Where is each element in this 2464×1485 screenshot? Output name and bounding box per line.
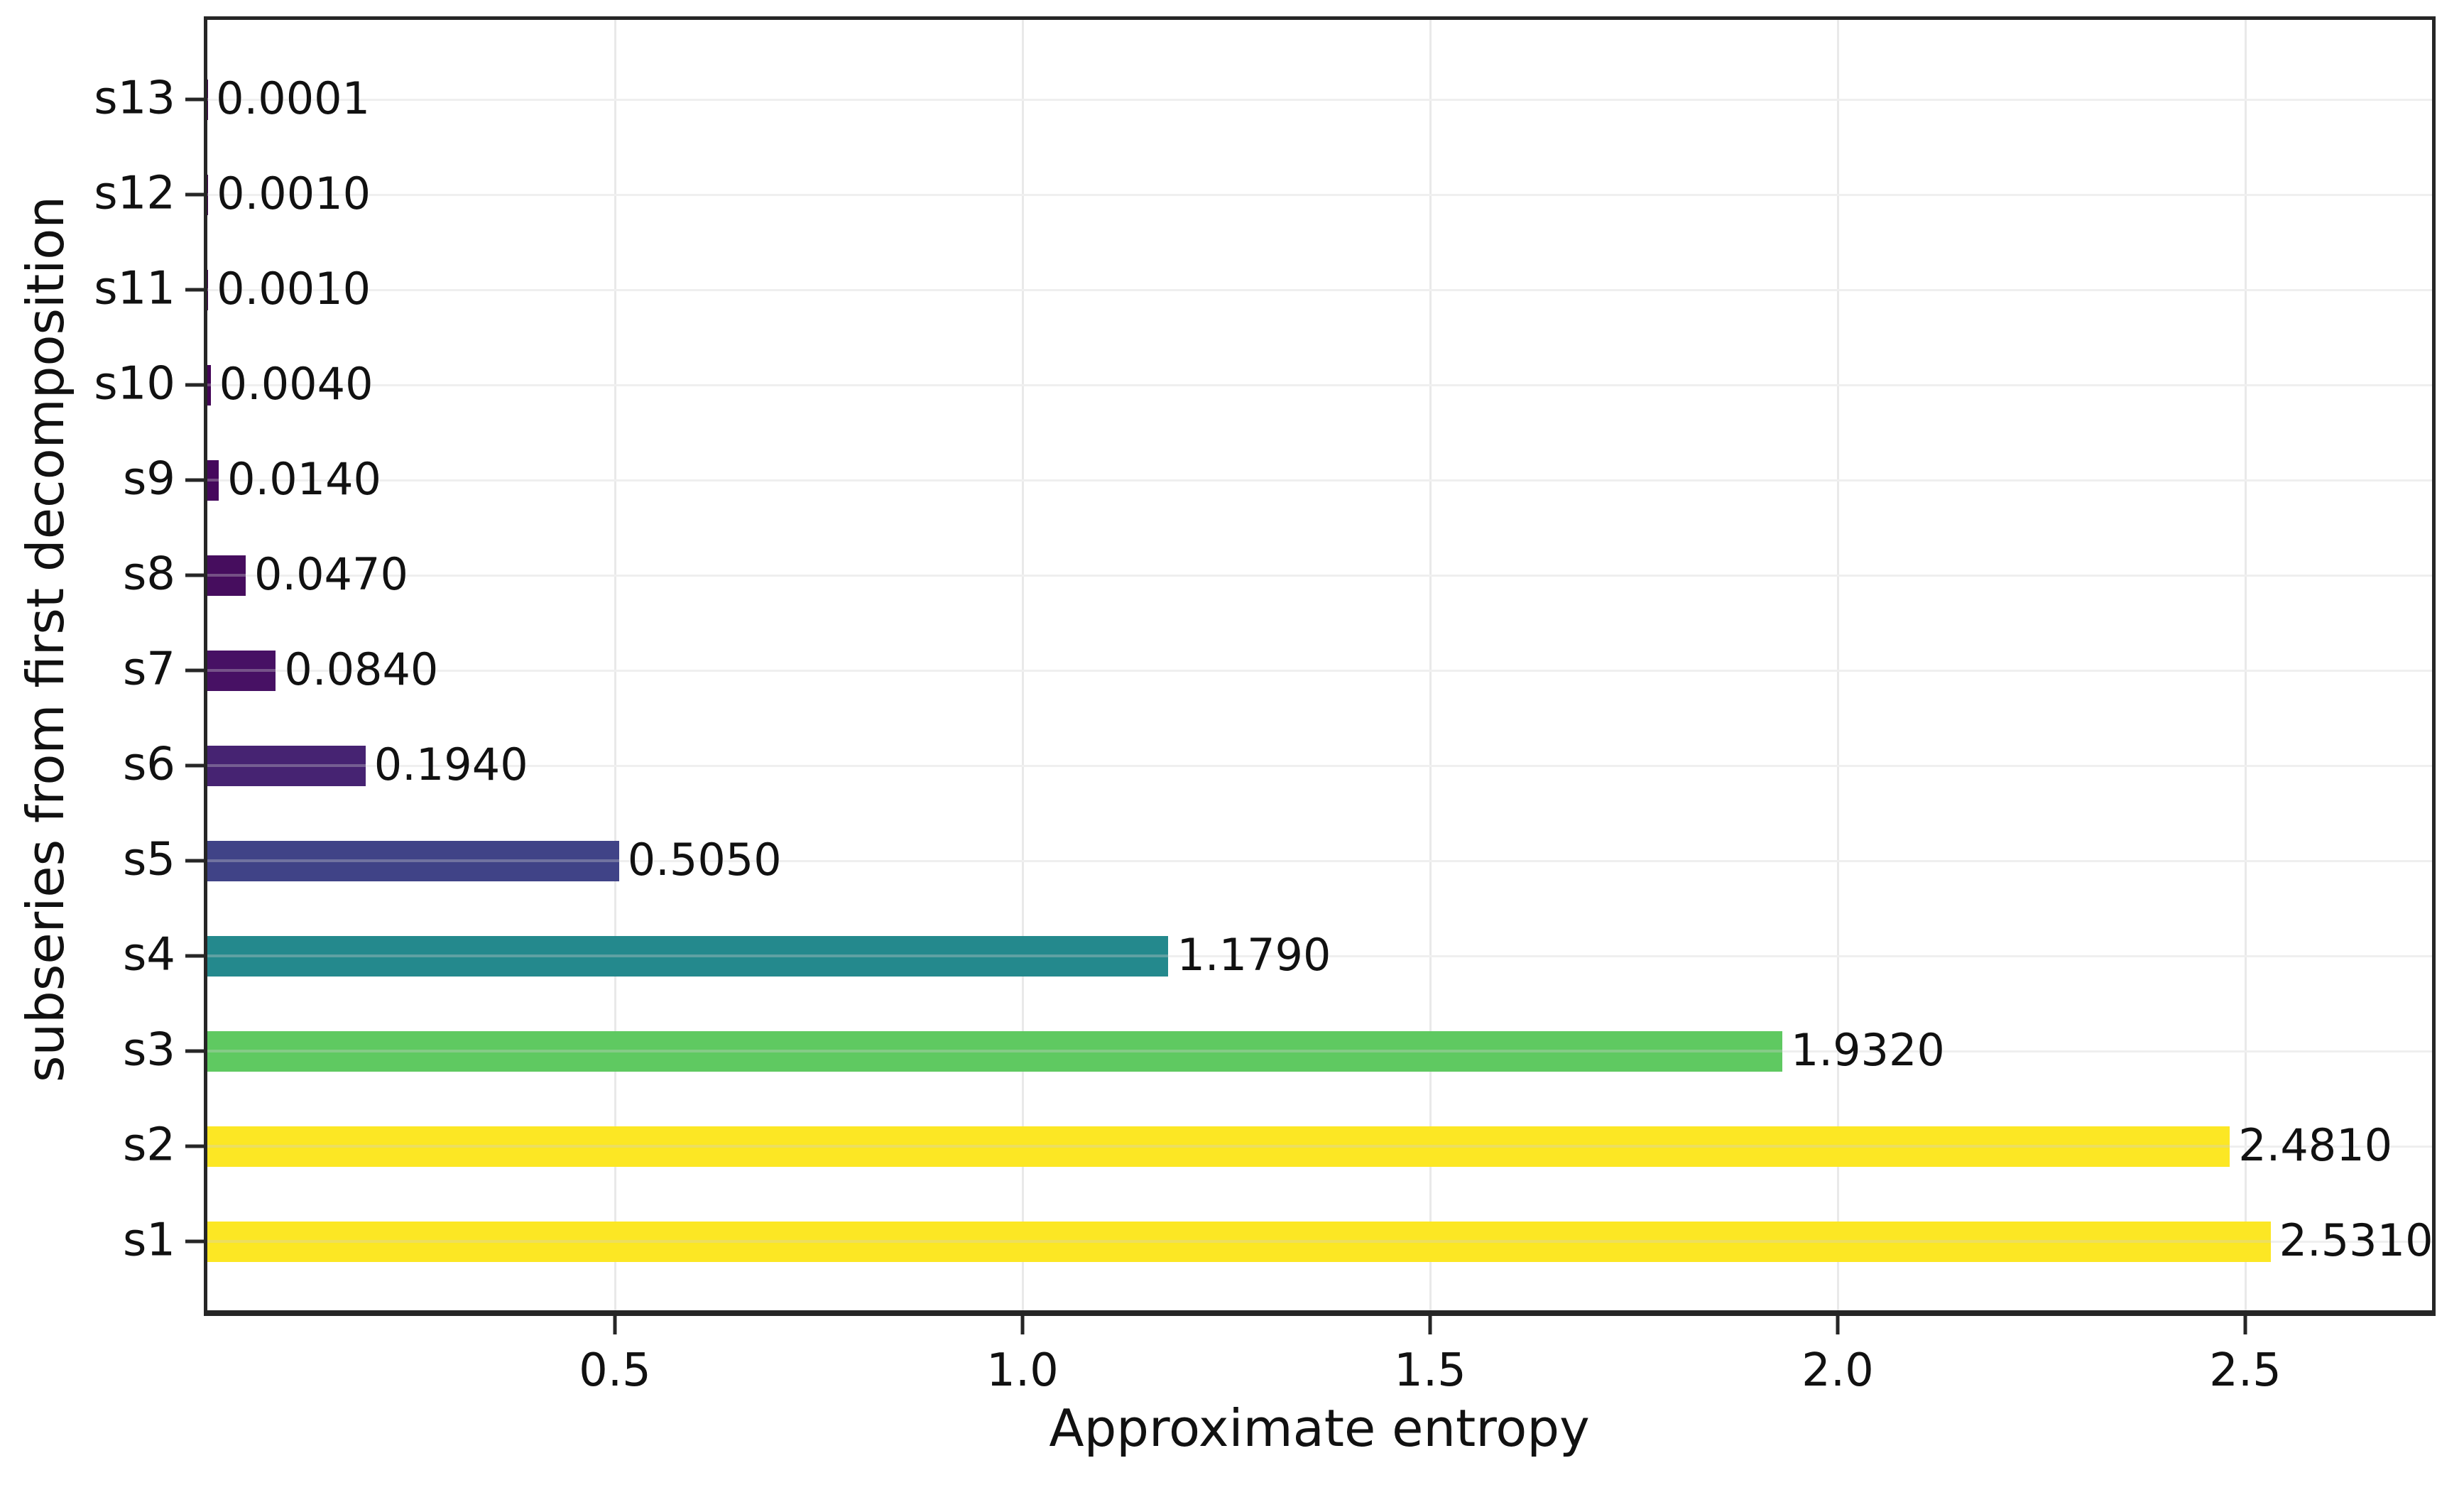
x-gridline <box>1021 20 1024 1310</box>
y-tick-label-s13: s13 <box>94 72 175 125</box>
y-tick-mark <box>185 1144 204 1148</box>
x-gridline <box>614 20 616 1310</box>
y-gridline <box>207 288 2432 291</box>
x-tick-label: 2.0 <box>1801 1344 1874 1397</box>
bar-gridline-overlay <box>207 384 211 386</box>
bar-value-label-s7: 0.0840 <box>284 643 439 695</box>
y-tick-label-s5: s5 <box>122 833 175 886</box>
y-tick-label-s6: s6 <box>122 738 175 791</box>
y-tick-label-s12: s12 <box>94 167 175 220</box>
y-tick-mark <box>185 668 204 673</box>
x-tick-mark <box>1428 1316 1432 1334</box>
y-gridline <box>207 954 2432 957</box>
y-tick-label-s3: s3 <box>122 1023 175 1077</box>
y-tick-label-s9: s9 <box>122 452 175 506</box>
x-gridline <box>2244 20 2247 1310</box>
bar-value-label-s9: 0.0140 <box>227 452 382 505</box>
y-tick-label-s10: s10 <box>94 357 175 410</box>
x-tick-mark <box>1020 1316 1025 1334</box>
x-tick-mark <box>613 1316 617 1334</box>
y-tick-mark <box>185 859 204 863</box>
x-tick-mark <box>1836 1316 1840 1334</box>
y-tick-label-s7: s7 <box>122 643 175 696</box>
bar-s4 <box>207 935 1169 977</box>
x-tick-label: 2.5 <box>2209 1344 2282 1397</box>
y-tick-mark <box>185 954 204 958</box>
x-gridline <box>1836 20 1839 1310</box>
bar-value-label-s4: 1.1790 <box>1177 928 1331 981</box>
y-tick-mark <box>185 1239 204 1244</box>
x-gridline <box>1429 20 1432 1310</box>
bar-value-label-s12: 0.0010 <box>217 167 371 219</box>
y-gridline <box>207 193 2432 196</box>
bar-gridline-overlay <box>207 288 209 291</box>
bar-gridline-overlay <box>207 954 1169 957</box>
x-tick-label: 0.5 <box>579 1344 651 1397</box>
bar-s3 <box>207 1030 1782 1072</box>
bar-s5 <box>207 840 619 881</box>
bar-value-label-s2: 2.4810 <box>2238 1119 2393 1171</box>
bar-gridline-overlay <box>207 1145 2230 1148</box>
bar-s12 <box>207 174 209 215</box>
bar-gridline-overlay <box>207 1240 2271 1243</box>
y-gridline <box>207 98 2432 101</box>
bar-s11 <box>207 269 209 310</box>
y-tick-mark <box>185 192 204 197</box>
x-tick-label: 1.0 <box>986 1344 1059 1397</box>
x-tick-mark <box>2243 1316 2247 1334</box>
y-gridline <box>207 764 2432 767</box>
y-tick-mark <box>185 478 204 482</box>
y-gridline <box>207 669 2432 672</box>
bar-gridline-overlay <box>207 764 366 767</box>
y-tick-label-s4: s4 <box>122 928 175 981</box>
y-gridline <box>207 859 2432 862</box>
y-tick-label-s8: s8 <box>122 548 175 601</box>
bar-value-label-s1: 2.5310 <box>2279 1214 2433 1266</box>
bar-s1 <box>207 1221 2271 1262</box>
y-tick-label-s1: s1 <box>122 1214 175 1267</box>
bar-value-label-s11: 0.0010 <box>217 262 371 315</box>
bar-gridline-overlay <box>207 574 246 577</box>
bar-s9 <box>207 459 219 501</box>
bar-s7 <box>207 650 276 691</box>
bar-value-label-s3: 1.9320 <box>1790 1023 1945 1076</box>
y-gridline <box>207 479 2432 482</box>
y-tick-label-s11: s11 <box>94 262 175 315</box>
bar-value-label-s8: 0.0470 <box>254 548 408 600</box>
y-tick-mark <box>185 383 204 387</box>
x-axis-label: Approximate entropy <box>1049 1398 1590 1458</box>
bar-s10 <box>207 364 211 406</box>
y-gridline <box>207 574 2432 577</box>
bar-gridline-overlay <box>207 669 276 672</box>
y-tick-label-s2: s2 <box>122 1119 175 1172</box>
y-tick-mark <box>185 763 204 768</box>
bar-gridline-overlay <box>207 1050 1782 1052</box>
bar-gridline-overlay <box>207 193 209 196</box>
bar-value-label-s13: 0.0001 <box>216 72 371 124</box>
plot-area: 0.0001 0.0010 0.0010 0.0040 0.0140 0.0470 0.08… <box>204 16 2436 1316</box>
bar-value-label-s10: 0.0040 <box>219 357 374 410</box>
x-tick-label: 1.5 <box>1394 1344 1466 1397</box>
bar-value-label-s5: 0.5050 <box>627 833 782 886</box>
y-gridline <box>207 384 2432 386</box>
bar-s6 <box>207 745 366 786</box>
y-tick-mark <box>185 573 204 577</box>
y-tick-mark <box>185 1049 204 1053</box>
y-tick-mark <box>185 97 204 102</box>
bar-gridline-overlay <box>207 859 619 862</box>
bar-s8 <box>207 555 246 596</box>
bar-value-label-s6: 0.1940 <box>374 738 528 790</box>
y-tick-mark <box>185 288 204 292</box>
bar-s2 <box>207 1126 2230 1167</box>
bar-gridline-overlay <box>207 479 219 482</box>
